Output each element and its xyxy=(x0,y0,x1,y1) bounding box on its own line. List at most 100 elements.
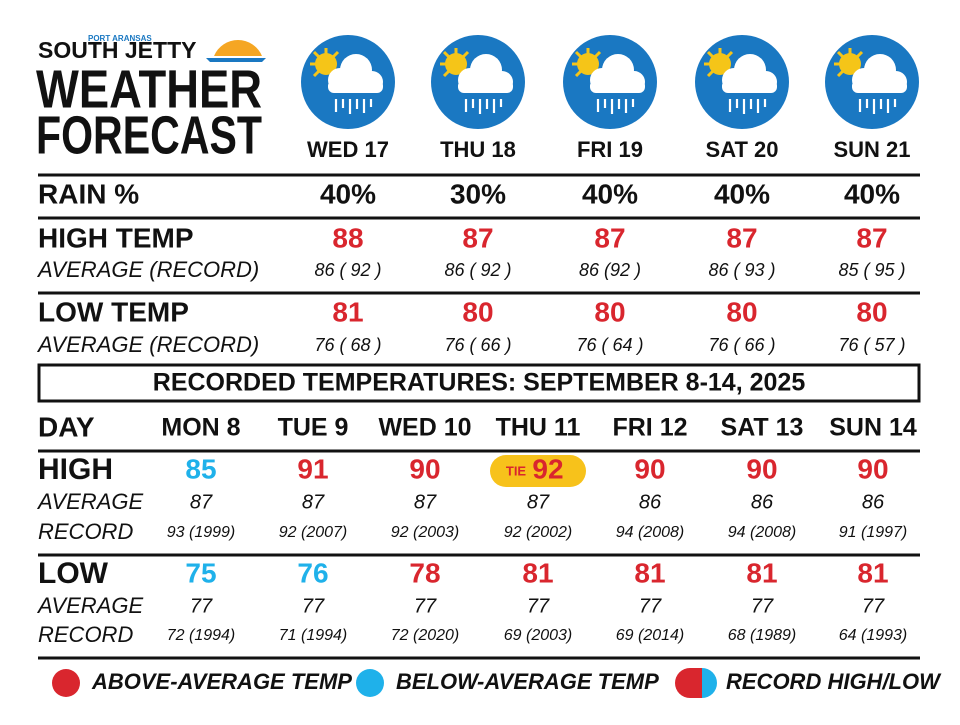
low-temp: 80 xyxy=(462,296,493,327)
rules xyxy=(38,173,920,660)
row-sublabel: RECORD xyxy=(38,622,133,647)
low-temp: 81 xyxy=(857,557,888,588)
recorded-title: RECORDED TEMPERATURES: SEPTEMBER 8-14, 2… xyxy=(153,369,806,397)
legend-swatch xyxy=(52,669,80,697)
legend-label: ABOVE-AVERAGE TEMP xyxy=(91,669,352,694)
day-label: SUN 21 xyxy=(833,137,910,162)
high-average: 86 xyxy=(751,491,774,513)
low-avg-record: 76 ( 68 ) xyxy=(314,335,381,355)
day-label: MON 8 xyxy=(161,414,240,442)
weather-icon xyxy=(693,33,791,131)
low-temp: 80 xyxy=(856,296,887,327)
low-record: 72 (1994) xyxy=(167,627,236,644)
rain-chance: 40% xyxy=(582,178,638,209)
high-average: 86 xyxy=(862,491,885,513)
weather-icon xyxy=(823,33,921,131)
high-avg-record: 86 ( 92 ) xyxy=(314,260,381,280)
low-temp: 78 xyxy=(409,557,440,588)
high-record: 92 (2002) xyxy=(504,524,573,541)
day-label: SUN 14 xyxy=(829,414,917,442)
high-average: 87 xyxy=(190,491,213,513)
high-average: 87 xyxy=(414,491,437,513)
low-average: 77 xyxy=(862,595,885,617)
high-record: 93 (1999) xyxy=(167,524,236,541)
high-average: 86 xyxy=(639,491,662,513)
low-temp: 81 xyxy=(332,296,363,327)
day-label: FRI 19 xyxy=(577,137,643,162)
title-line: WEATHER xyxy=(36,59,262,119)
low-record: 71 (1994) xyxy=(279,627,348,644)
high-temp: 85 xyxy=(185,453,216,484)
low-temp: 75 xyxy=(185,557,216,588)
row-sublabel: AVERAGE (RECORD) xyxy=(36,332,259,357)
rain-chance: 40% xyxy=(844,178,900,209)
low-average: 77 xyxy=(190,595,213,617)
row-sublabel: AVERAGE (RECORD) xyxy=(36,257,259,282)
high-record: 94 (2008) xyxy=(728,524,797,541)
row-label: LOW TEMP xyxy=(38,296,189,327)
title-line: FORECAST xyxy=(36,105,262,165)
row-label: HIGH TEMP xyxy=(38,222,194,253)
weather-icon xyxy=(561,33,659,131)
low-avg-record: 76 ( 64 ) xyxy=(576,335,643,355)
high-record: 94 (2008) xyxy=(616,524,685,541)
day-label: SAT 13 xyxy=(721,414,804,442)
high-avg-record: 86 ( 93 ) xyxy=(708,260,775,280)
day-label: WED 10 xyxy=(378,414,471,442)
logo-small: PORT ARANSAS xyxy=(88,34,152,43)
high-average: 87 xyxy=(302,491,325,513)
weather-icon xyxy=(429,33,527,131)
recorded-title-box xyxy=(37,363,921,403)
high-temp: 90 xyxy=(746,453,777,484)
day-label: SAT 20 xyxy=(706,137,779,162)
tie-note: TIE xyxy=(506,463,527,478)
high-temp: 87 xyxy=(856,222,887,253)
high-record: 92 (2007) xyxy=(279,524,348,541)
legend-label: BELOW-AVERAGE TEMP xyxy=(396,669,659,694)
low-temp: 80 xyxy=(594,296,625,327)
high-temp: 90 xyxy=(634,453,665,484)
tie-highlight xyxy=(490,455,586,487)
legend-label: RECORD HIGH/LOW xyxy=(726,669,942,694)
low-record: 69 (2014) xyxy=(616,627,685,644)
low-average: 77 xyxy=(414,595,437,617)
low-avg-record: 76 ( 66 ) xyxy=(444,335,511,355)
high-temp: 90 xyxy=(857,453,888,484)
logo-graphic xyxy=(206,39,266,62)
legend-swatch xyxy=(675,668,702,698)
low-record: 68 (1989) xyxy=(728,627,797,644)
high-temp: 90 xyxy=(409,453,440,484)
low-average: 77 xyxy=(302,595,325,617)
rain-chance: 40% xyxy=(320,178,376,209)
low-record: 64 (1993) xyxy=(839,627,908,644)
high-temp: 88 xyxy=(332,222,363,253)
rain-chance: 40% xyxy=(714,178,770,209)
low-avg-record: 76 ( 57 ) xyxy=(838,335,905,355)
low-temp: 81 xyxy=(746,557,777,588)
low-temp: 81 xyxy=(634,557,665,588)
high-temp: 87 xyxy=(726,222,757,253)
low-average: 77 xyxy=(751,595,774,617)
logo-name: SOUTH JETTY xyxy=(38,37,196,63)
high-avg-record: 86 ( 92 ) xyxy=(444,260,511,280)
low-average: 77 xyxy=(639,595,662,617)
day-label: TUE 9 xyxy=(278,414,349,442)
low-temp: 76 xyxy=(297,557,328,588)
row-label: HIGH xyxy=(38,453,113,486)
row-label: DAY xyxy=(38,411,95,442)
row-sublabel: AVERAGE xyxy=(36,593,143,618)
high-avg-record: 85 ( 95 ) xyxy=(838,260,905,280)
day-label: WED 17 xyxy=(307,137,389,162)
day-label: FRI 12 xyxy=(612,414,687,442)
high-record: 91 (1997) xyxy=(839,524,908,541)
high-average: 87 xyxy=(527,491,550,513)
low-temp: 81 xyxy=(522,557,553,588)
low-record: 69 (2003) xyxy=(504,627,573,644)
row-label: LOW xyxy=(38,557,109,590)
row-sublabel: RECORD xyxy=(38,519,133,544)
high-temp: 87 xyxy=(462,222,493,253)
weather-icon xyxy=(299,33,397,131)
day-label: THU 18 xyxy=(440,137,516,162)
low-average: 77 xyxy=(527,595,550,617)
